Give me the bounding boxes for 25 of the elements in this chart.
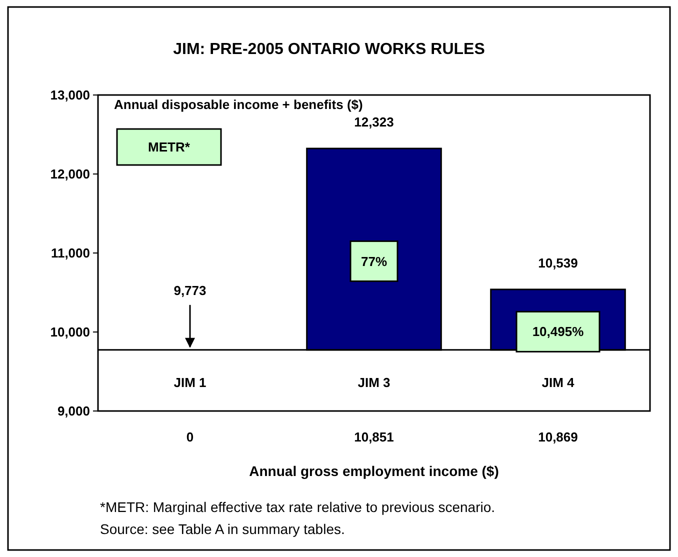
- data-label: 10,539: [538, 255, 578, 270]
- y-tick-label: 12,000: [50, 166, 90, 182]
- y-axis-title: Annual disposable income + benefits ($): [114, 97, 363, 112]
- text: *METR: Marginal effective tax rate relative to previous scenario.: [100, 499, 496, 515]
- source-note: Source: see Table A in summary tables.: [100, 521, 345, 537]
- data-label: 12,323: [354, 114, 394, 130]
- annotation: 10,495%: [532, 324, 584, 340]
- annotation: JIM 3: [358, 375, 390, 390]
- annotation: JIM 1: [174, 375, 206, 390]
- y-tick-label: 11,000: [50, 246, 90, 261]
- y-tick-label: 13,000: [50, 88, 90, 103]
- annotation: 77%: [360, 254, 388, 269]
- label-box: METR*: [116, 128, 222, 166]
- x-tick-label: 0: [186, 430, 194, 445]
- y-tick-label: 10,000: [50, 324, 90, 340]
- label-box: 10,495%: [516, 310, 600, 352]
- chart-title: JIM: PRE-2005 ONTARIO WORKS RULES: [173, 41, 486, 58]
- y-tick-label: 9,000: [57, 404, 90, 419]
- annotation: METR*: [148, 140, 191, 155]
- ref-line-label: 9,773: [174, 282, 206, 298]
- x-tick-label: 10,851: [354, 430, 394, 445]
- x-axis-title: Annual gross employment income ($): [249, 462, 499, 479]
- label-box: 77%: [350, 240, 398, 282]
- x-tick-label: 10,869: [538, 430, 578, 445]
- annotation: JIM 4: [542, 375, 576, 390]
